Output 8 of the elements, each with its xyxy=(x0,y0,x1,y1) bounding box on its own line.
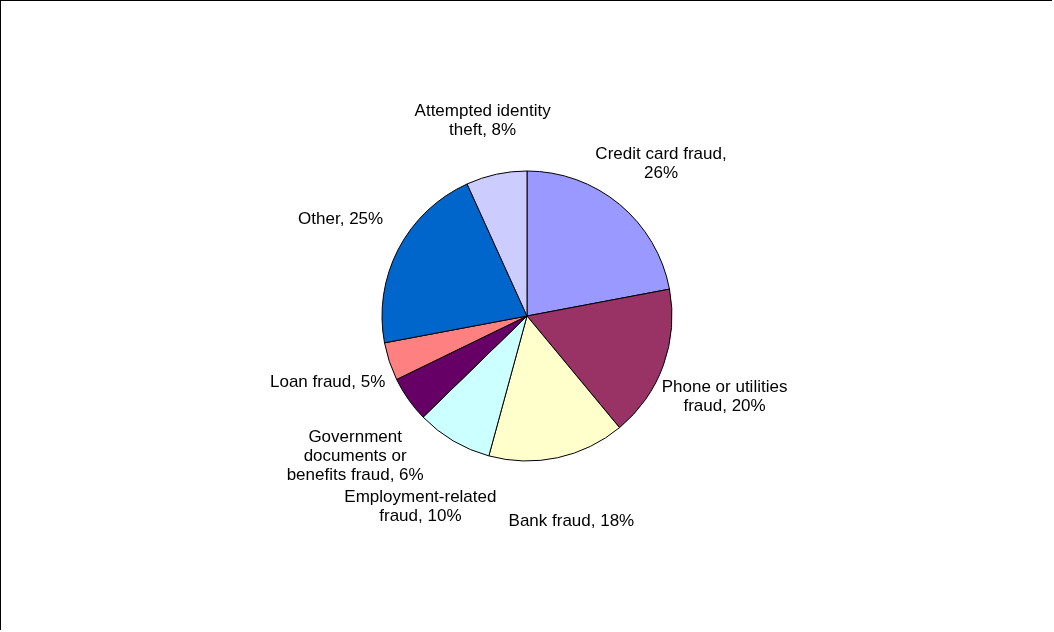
slice-label: Phone or utilities fraud, 20% xyxy=(661,377,788,416)
slice-label: Other, 25% xyxy=(298,209,384,229)
slice-label: Bank fraud, 18% xyxy=(508,511,635,531)
slice-label: Government documents or benefits fraud, 6% xyxy=(286,426,424,484)
slice-label: Credit card fraud, 26% xyxy=(595,144,727,183)
slice-label: Loan fraud, 5% xyxy=(269,371,386,391)
slice-label: Employment-related fraud, 10% xyxy=(344,486,497,525)
slice-label: Attempted identity theft, 8% xyxy=(414,100,552,139)
